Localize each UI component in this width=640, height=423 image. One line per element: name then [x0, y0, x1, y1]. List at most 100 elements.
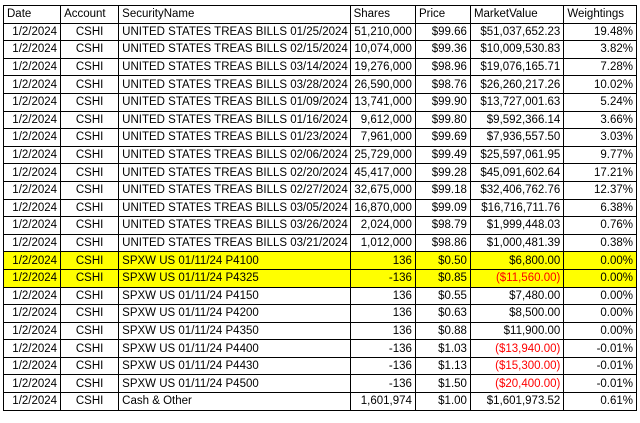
cell-security-name: UNITED STATES TREAS BILLS 03/21/2024: [118, 233, 351, 253]
cell-account: CSHI: [60, 92, 120, 112]
cell-shares: -136: [349, 268, 416, 288]
cell-date: 1/2/2024: [2, 251, 62, 270]
cell-weighting: 0.61%: [563, 392, 637, 411]
cell-date: 1/2/2024: [2, 92, 62, 112]
cell-market-value: $25,597,061.95: [469, 145, 565, 165]
cell-price: $0.63: [414, 304, 471, 323]
cell-price: $99.69: [414, 128, 471, 147]
cell-price: $1.00: [414, 392, 471, 411]
cell-market-value: $11,900.00: [469, 321, 565, 341]
cell-market-value: $1,000,481.39: [469, 233, 565, 253]
cell-security-name: UNITED STATES TREAS BILLS 01/25/2024: [118, 22, 351, 42]
cell-shares: 136: [349, 304, 416, 323]
cell-price: $99.09: [414, 198, 471, 218]
cell-shares: 26,590,000: [349, 75, 416, 94]
cell-weighting: 0.00%: [563, 304, 637, 323]
cell-date: 1/2/2024: [2, 304, 62, 323]
table-row: 1/2/2024 CSHI UNITED STATES TREAS BILLS 03…: [2, 75, 637, 94]
cell-account: CSHI: [60, 233, 120, 253]
table-row: 1/2/2024 CSHI SPXW US 01/11/24 P4325 -136 $0…: [2, 268, 637, 288]
cell-weighting: 12.37%: [563, 180, 637, 200]
cell-price: $1.03: [414, 339, 471, 358]
cell-market-value: $32,406,762.76: [469, 180, 565, 200]
cell-price: $0.88: [414, 321, 471, 341]
table-row: 1/2/2024 CSHI UNITED STATES TREAS BILLS 01…: [2, 22, 637, 42]
cell-weighting: 17.21%: [563, 163, 637, 182]
cell-date: 1/2/2024: [2, 40, 62, 59]
table-row: 1/2/2024 CSHI SPXW US 01/11/24 P4350 136 $0.…: [2, 321, 637, 341]
cell-shares: 13,741,000: [349, 92, 416, 112]
cell-shares: 136: [349, 251, 416, 270]
cell-date: 1/2/2024: [2, 75, 62, 94]
cell-security-name: UNITED STATES TREAS BILLS 03/26/2024: [118, 216, 351, 235]
cell-security-name: UNITED STATES TREAS BILLS 02/06/2024: [118, 145, 351, 165]
cell-shares: 1,601,974: [349, 392, 416, 411]
cell-weighting: 9.77%: [563, 145, 637, 165]
cell-market-value: $51,037,652.23: [469, 22, 565, 42]
cell-price: $99.18: [414, 180, 471, 200]
cell-shares: -136: [349, 339, 416, 358]
table-row: 1/2/2024 CSHI SPXW US 01/11/24 P4200 136 $0.…: [2, 304, 637, 323]
cell-market-value: $7,936,557.50: [469, 128, 565, 147]
cell-account: CSHI: [60, 216, 120, 235]
cell-date: 1/2/2024: [2, 356, 62, 376]
cell-shares: -136: [349, 374, 416, 394]
header-market-value: MarketValue: [469, 5, 565, 24]
cell-date: 1/2/2024: [2, 163, 62, 182]
table-row: 1/2/2024 CSHI UNITED STATES TREAS BILLS 03…: [2, 198, 637, 218]
cell-price: $98.76: [414, 75, 471, 94]
cell-account: CSHI: [60, 321, 120, 341]
table-header: Date Account SecurityName Shares Price M…: [2, 5, 637, 24]
cell-price: $0.85: [414, 268, 471, 288]
cell-market-value: $19,076,165.71: [469, 57, 565, 77]
cell-date: 1/2/2024: [2, 57, 62, 77]
cell-date: 1/2/2024: [2, 180, 62, 200]
cell-market-value: $1,601,973.52: [469, 392, 565, 411]
table-row: 1/2/2024 CSHI SPXW US 01/11/24 P4100 136 $0.…: [2, 251, 637, 270]
cell-shares: 16,870,000: [349, 198, 416, 218]
cell-weighting: 6.38%: [563, 198, 637, 218]
cell-shares: 136: [349, 286, 416, 306]
cell-account: CSHI: [60, 22, 120, 42]
cell-security-name: SPXW US 01/11/24 P4100: [118, 251, 351, 270]
cell-weighting: 0.00%: [563, 321, 637, 341]
table-row: 1/2/2024 CSHI Cash & Other 1,601,974 $1.00 $1…: [2, 392, 637, 411]
header-date: Date: [2, 5, 62, 24]
cell-weighting: 0.00%: [563, 251, 637, 270]
cell-price: $99.36: [414, 40, 471, 59]
cell-account: CSHI: [60, 57, 120, 77]
cell-price: $98.86: [414, 233, 471, 253]
cell-shares: -136: [349, 356, 416, 376]
table-row: 1/2/2024 CSHI UNITED STATES TREAS BILLS 01…: [2, 92, 637, 112]
cell-security-name: SPXW US 01/11/24 P4500: [118, 374, 351, 394]
header-security-name: SecurityName: [118, 5, 351, 24]
cell-market-value: $26,260,217.26: [469, 75, 565, 94]
table-row: 1/2/2024 CSHI SPXW US 01/11/24 P4400 -136 $1…: [2, 339, 637, 358]
cell-security-name: UNITED STATES TREAS BILLS 01/09/2024: [118, 92, 351, 112]
cell-account: CSHI: [60, 251, 120, 270]
cell-security-name: SPXW US 01/11/24 P4400: [118, 339, 351, 358]
cell-date: 1/2/2024: [2, 110, 62, 130]
cell-date: 1/2/2024: [2, 392, 62, 411]
cell-shares: 51,210,000: [349, 22, 416, 42]
cell-account: CSHI: [60, 198, 120, 218]
table-row: 1/2/2024 CSHI SPXW US 01/11/24 P4500 -136 $1…: [2, 374, 637, 394]
cell-account: CSHI: [60, 374, 120, 394]
header-price: Price: [414, 5, 471, 24]
cell-account: CSHI: [60, 163, 120, 182]
cell-weighting: 0.00%: [563, 268, 637, 288]
header-weightings: Weightings: [563, 5, 637, 24]
cell-weighting: 0.00%: [563, 286, 637, 306]
table-row: 1/2/2024 CSHI UNITED STATES TREAS BILLS 03…: [2, 233, 637, 253]
table-row: 1/2/2024 CSHI UNITED STATES TREAS BILLS 01…: [2, 110, 637, 130]
cell-account: CSHI: [60, 392, 120, 411]
cell-date: 1/2/2024: [2, 22, 62, 42]
cell-shares: 45,417,000: [349, 163, 416, 182]
table-row: 1/2/2024 CSHI UNITED STATES TREAS BILLS 03…: [2, 216, 637, 235]
cell-price: $0.55: [414, 286, 471, 306]
cell-market-value: $8,500.00: [469, 304, 565, 323]
table-row: 1/2/2024 CSHI UNITED STATES TREAS BILLS 02…: [2, 163, 637, 182]
cell-shares: 19,276,000: [349, 57, 416, 77]
cell-weighting: 0.38%: [563, 233, 637, 253]
cell-security-name: UNITED STATES TREAS BILLS 02/20/2024: [118, 163, 351, 182]
